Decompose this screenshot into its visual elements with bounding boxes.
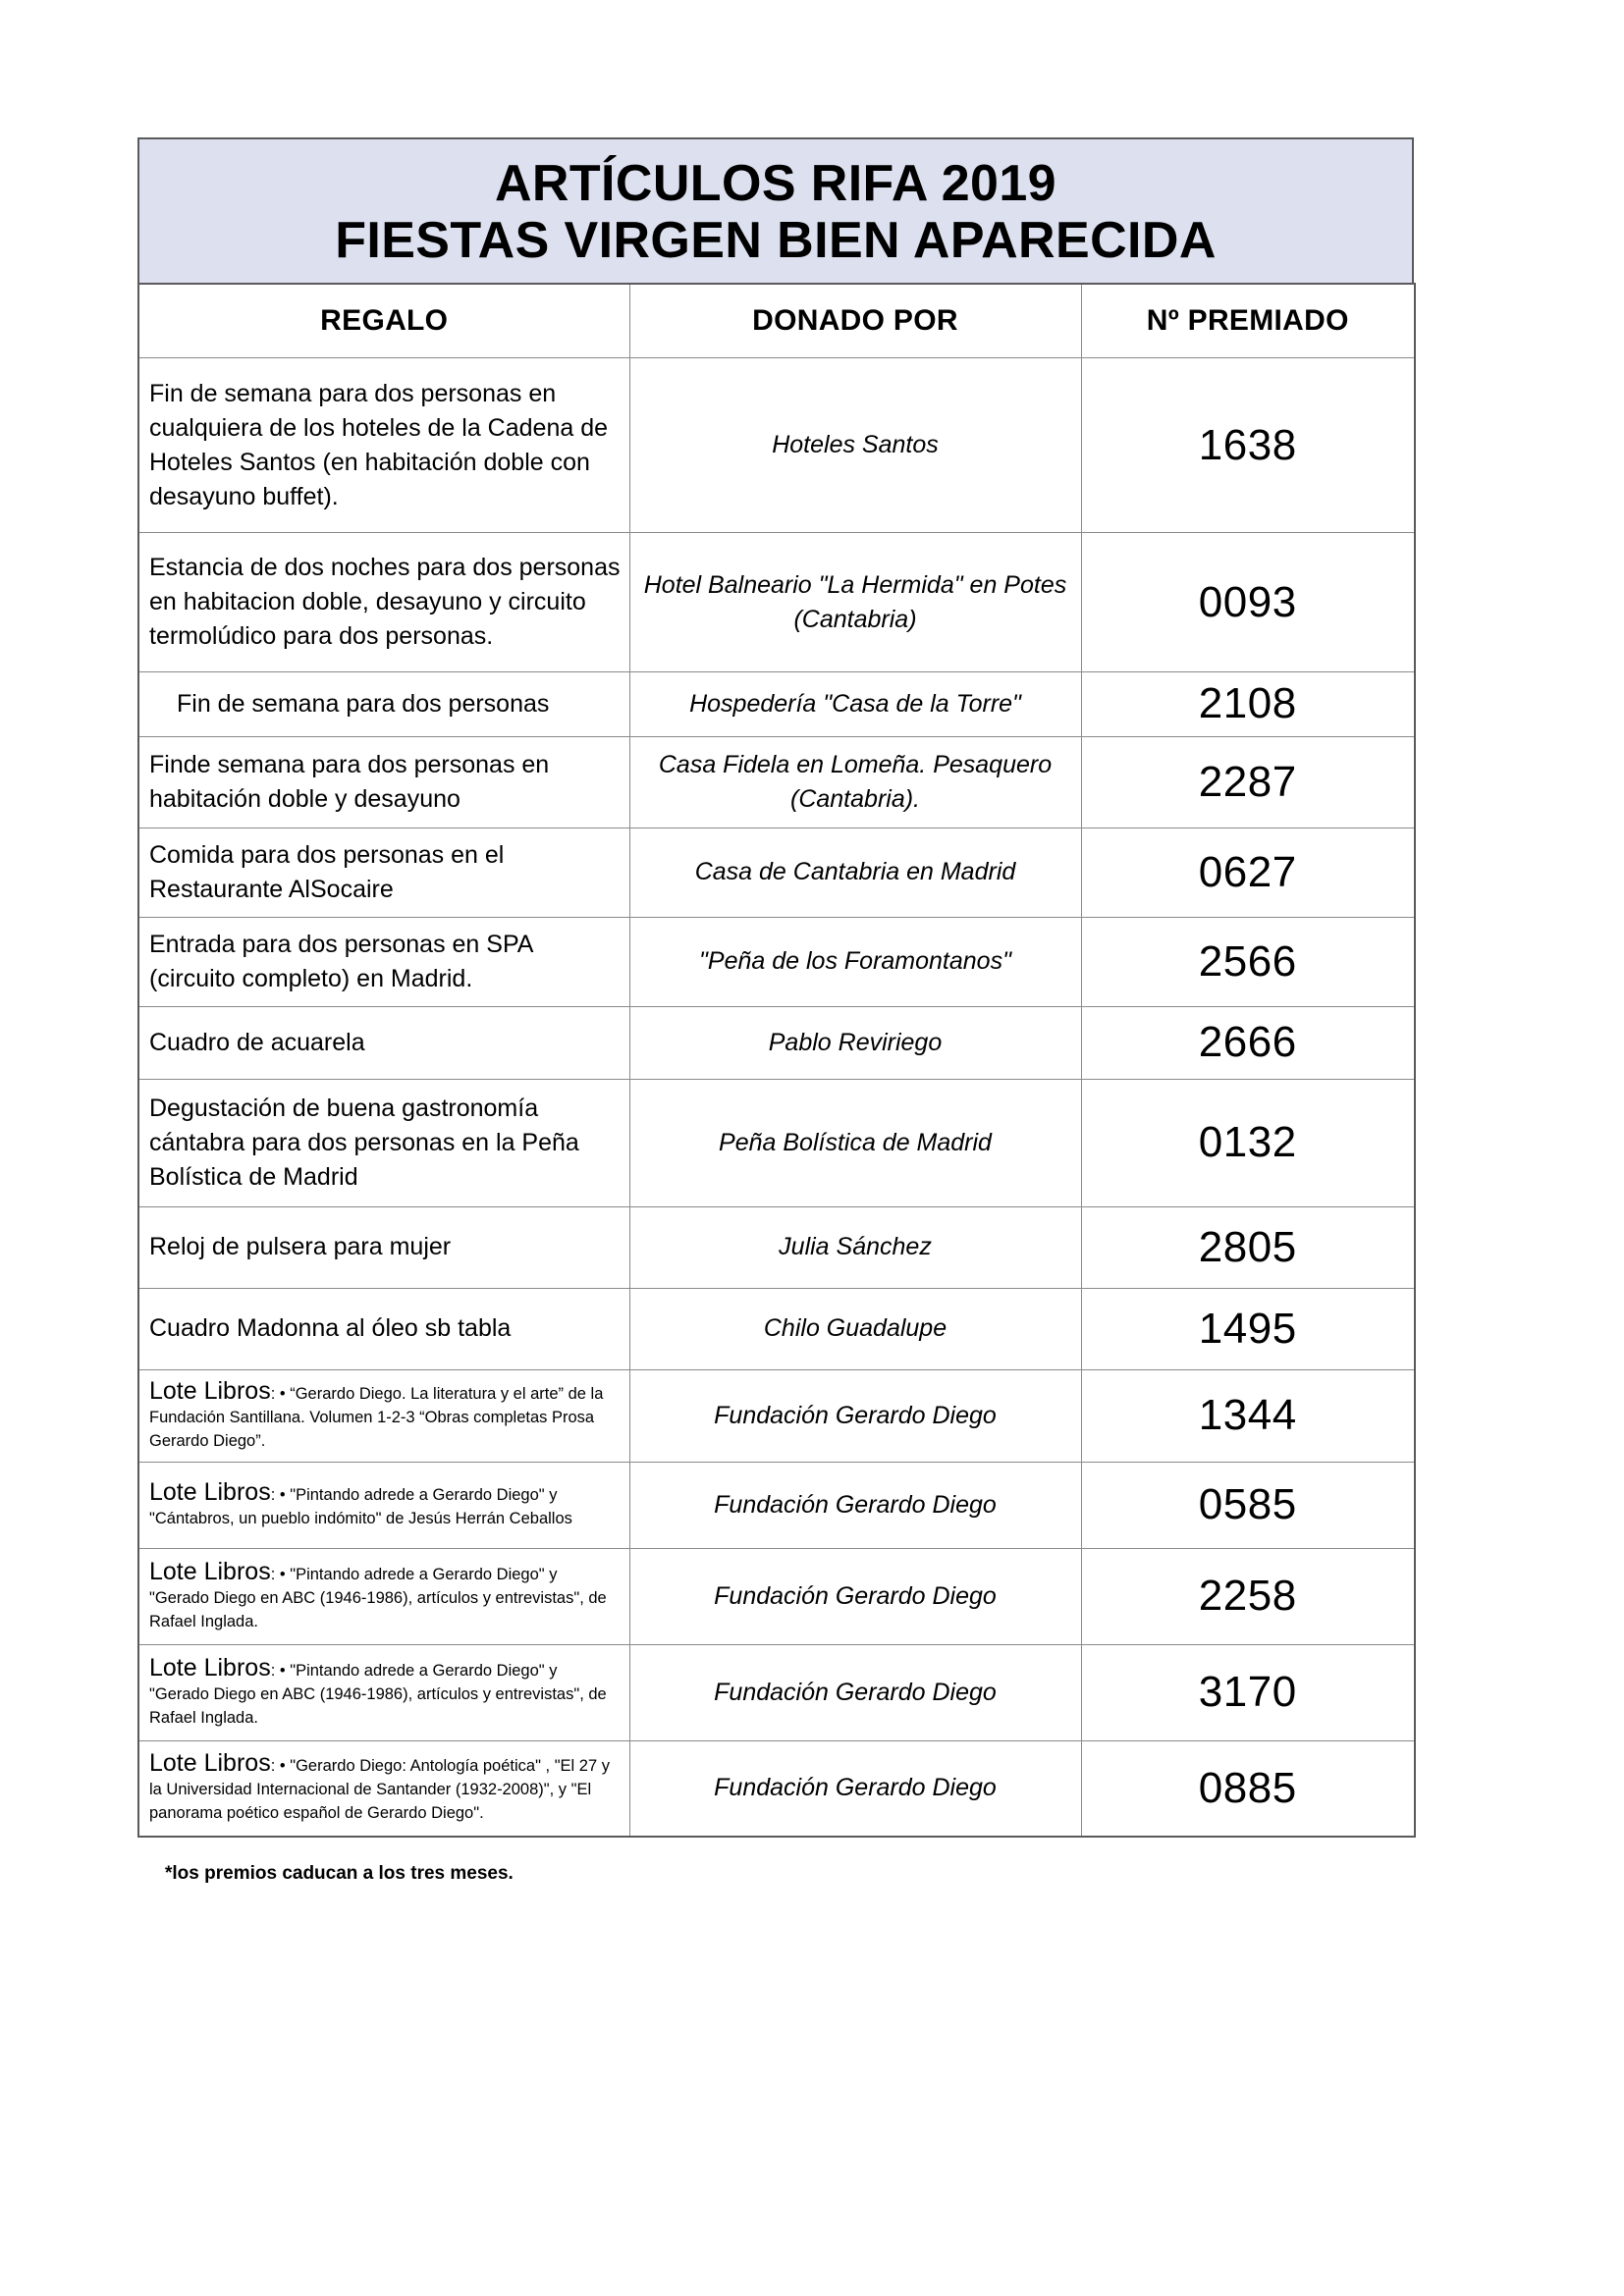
footnote: *los premios caducan a los tres meses. <box>165 1863 514 1885</box>
cell-regalo: Cuadro de acuarela <box>137 1005 630 1080</box>
table-row: Fin de semana para dos personas en cualq… <box>137 357 1416 534</box>
cell-numero: 2566 <box>1080 916 1416 1007</box>
cell-regalo: Finde semana para dos personas en habita… <box>137 735 630 828</box>
cell-regalo: Lote Libros: • "Pintando adrede a Gerard… <box>137 1643 630 1741</box>
rifa-document: ARTÍCULOS RIFA 2019 FIESTAS VIRGEN BIEN … <box>137 137 1416 1885</box>
cell-regalo: Estancia de dos noches para dos personas… <box>137 532 630 673</box>
cell-regalo: Entrada para dos personas en SPA (circui… <box>137 916 630 1007</box>
table-row: Entrada para dos personas en SPA (circui… <box>137 916 1416 1007</box>
cell-numero: 0627 <box>1080 827 1416 918</box>
cell-regalo: Lote Libros: • “Gerardo Diego. La litera… <box>137 1368 630 1463</box>
cell-donado: Hospedería "Casa de la Torre" <box>628 671 1082 737</box>
cell-numero: 2666 <box>1080 1005 1416 1080</box>
column-header-donado: DONADO POR <box>628 283 1082 359</box>
cell-donado: Chilo Guadalupe <box>628 1287 1082 1370</box>
cell-donado: Julia Sánchez <box>628 1205 1082 1289</box>
document-title-line-2: FIESTAS VIRGEN BIEN APARECIDA <box>335 212 1217 270</box>
prizes-table: REGALO DONADO POR Nº PREMIADO Fin de sem… <box>137 283 1416 1839</box>
cell-numero: 2805 <box>1080 1205 1416 1289</box>
cell-donado: Fundación Gerardo Diego <box>628 1461 1082 1549</box>
cell-regalo: Reloj de pulsera para mujer <box>137 1205 630 1289</box>
cell-numero: 1638 <box>1080 357 1416 534</box>
cell-donado: Fundación Gerardo Diego <box>628 1547 1082 1645</box>
lote-libros-label: Lote Libros <box>149 1557 271 1585</box>
lote-libros-label: Lote Libros <box>149 1376 271 1405</box>
lote-libros-body: : • "Pintando adrede a Gerardo Diego" y … <box>149 1565 607 1630</box>
cell-numero: 3170 <box>1080 1643 1416 1741</box>
document-title-line-1: ARTÍCULOS RIFA 2019 <box>494 155 1056 212</box>
cell-numero: 2108 <box>1080 671 1416 737</box>
table-row: Lote Libros: • “Gerardo Diego. La litera… <box>137 1368 1416 1463</box>
title-banner: ARTÍCULOS RIFA 2019 FIESTAS VIRGEN BIEN … <box>137 137 1414 284</box>
cell-regalo: Fin de semana para dos personas <box>137 671 630 737</box>
cell-numero: 0585 <box>1080 1461 1416 1549</box>
table-row: Finde semana para dos personas en habita… <box>137 735 1416 828</box>
table-row: Lote Libros: • "Pintando adrede a Gerard… <box>137 1461 1416 1549</box>
cell-regalo: Lote Libros: • "Pintando adrede a Gerard… <box>137 1461 630 1549</box>
cell-regalo: Lote Libros: • "Gerardo Diego: Antología… <box>137 1739 630 1838</box>
cell-numero: 0132 <box>1080 1078 1416 1207</box>
cell-donado: Casa de Cantabria en Madrid <box>628 827 1082 918</box>
cell-donado: Hotel Balneario "La Hermida" en Potes (C… <box>628 532 1082 673</box>
cell-regalo: Lote Libros: • "Pintando adrede a Gerard… <box>137 1547 630 1645</box>
lote-libros-label: Lote Libros <box>149 1477 271 1506</box>
lote-libros-body: : • "Pintando adrede a Gerardo Diego" y … <box>149 1485 572 1527</box>
cell-numero: 1495 <box>1080 1287 1416 1370</box>
cell-donado: Peña Bolística de Madrid <box>628 1078 1082 1207</box>
cell-donado: Fundación Gerardo Diego <box>628 1643 1082 1741</box>
lote-libros-body: : • "Pintando adrede a Gerardo Diego" y … <box>149 1661 607 1727</box>
cell-regalo: Degustación de buena gastronomía cántabr… <box>137 1078 630 1207</box>
table-row: Lote Libros: • "Gerardo Diego: Antología… <box>137 1739 1416 1838</box>
table-row: Fin de semana para dos personas Hospeder… <box>137 671 1416 737</box>
table-body: Fin de semana para dos personas en cualq… <box>137 357 1416 1838</box>
column-header-numero: Nº PREMIADO <box>1080 283 1416 359</box>
cell-donado: Fundación Gerardo Diego <box>628 1739 1082 1838</box>
cell-regalo: Cuadro Madonna al óleo sb tabla <box>137 1287 630 1370</box>
cell-regalo: Fin de semana para dos personas en cualq… <box>137 357 630 534</box>
table-row: Reloj de pulsera para mujer Julia Sánche… <box>137 1205 1416 1289</box>
table-row: Estancia de dos noches para dos personas… <box>137 532 1416 673</box>
table-header-row: REGALO DONADO POR Nº PREMIADO <box>137 283 1416 359</box>
table-row: Cuadro Madonna al óleo sb tabla Chilo Gu… <box>137 1287 1416 1370</box>
table-header: REGALO DONADO POR Nº PREMIADO <box>137 283 1416 359</box>
cell-numero: 1344 <box>1080 1368 1416 1463</box>
cell-donado: Fundación Gerardo Diego <box>628 1368 1082 1463</box>
table-row: Comida para dos personas en el Restauran… <box>137 827 1416 918</box>
cell-donado: "Peña de los Foramontanos" <box>628 916 1082 1007</box>
cell-numero: 2287 <box>1080 735 1416 828</box>
lote-libros-body: : • "Gerardo Diego: Antología poética" ,… <box>149 1757 610 1823</box>
cell-donado: Pablo Reviriego <box>628 1005 1082 1080</box>
lote-libros-label: Lote Libros <box>149 1653 271 1682</box>
cell-donado: Hoteles Santos <box>628 357 1082 534</box>
table-row: Degustación de buena gastronomía cántabr… <box>137 1078 1416 1207</box>
table-row: Lote Libros: • "Pintando adrede a Gerard… <box>137 1547 1416 1645</box>
cell-numero: 0093 <box>1080 532 1416 673</box>
cell-donado: Casa Fidela en Lomeña. Pesaquero (Cantab… <box>628 735 1082 828</box>
lote-libros-body: : • “Gerardo Diego. La literatura y el a… <box>149 1384 604 1450</box>
cell-numero: 0885 <box>1080 1739 1416 1838</box>
lote-libros-label: Lote Libros <box>149 1749 271 1778</box>
table-row: Lote Libros: • "Pintando adrede a Gerard… <box>137 1643 1416 1741</box>
table-row: Cuadro de acuarela Pablo Reviriego 2666 <box>137 1005 1416 1080</box>
column-header-regalo: REGALO <box>137 283 630 359</box>
cell-regalo: Comida para dos personas en el Restauran… <box>137 827 630 918</box>
cell-numero: 2258 <box>1080 1547 1416 1645</box>
